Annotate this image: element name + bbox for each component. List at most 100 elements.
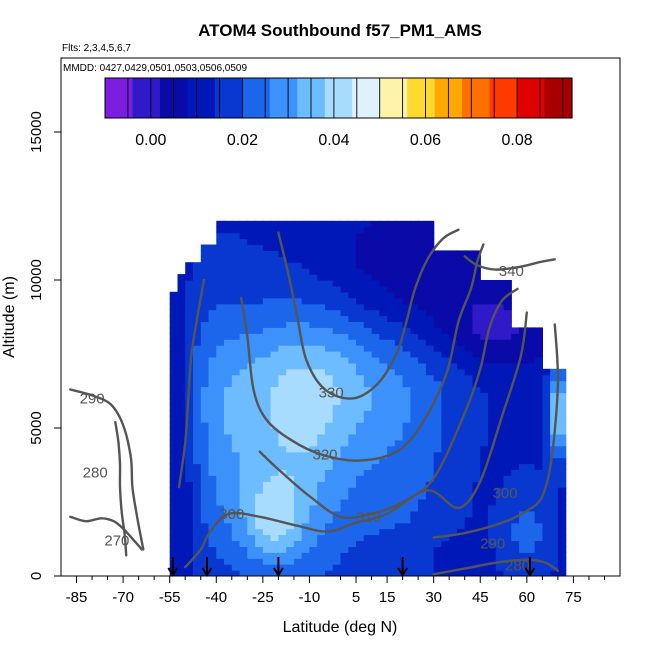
heatmap-cell [247, 238, 256, 246]
heatmap-cell [457, 570, 466, 576]
heatmap-cell [278, 439, 287, 447]
heatmap-cell [193, 505, 202, 512]
heatmap-cell [371, 297, 380, 305]
heatmap-cell [464, 487, 474, 494]
heatmap-cell [293, 244, 303, 251]
heatmap-cell [464, 351, 474, 358]
heatmap-cell [348, 540, 357, 547]
heatmap-cell [200, 428, 210, 435]
heatmap-cell [255, 262, 264, 269]
heatmap-cell [441, 564, 450, 571]
heatmap-cell [293, 516, 303, 524]
heatmap-cell [332, 333, 342, 340]
heatmap-cell [348, 481, 357, 488]
heatmap-cell [526, 528, 536, 536]
heatmap-cell [464, 368, 474, 376]
heatmap-cell [418, 451, 427, 459]
heatmap-cell [262, 303, 272, 311]
heatmap-cell [534, 380, 543, 388]
heatmap-cell [402, 386, 411, 394]
heatmap-cell [379, 487, 388, 494]
heatmap-cell [239, 493, 248, 500]
heatmap-cell [356, 552, 365, 559]
heatmap-cell [394, 392, 404, 399]
heatmap-cell [402, 528, 411, 536]
heatmap-cell [177, 386, 186, 394]
heatmap-cell [433, 297, 443, 305]
heatmap-cell [379, 262, 388, 269]
heatmap-cell [519, 428, 528, 435]
heatmap-cell [410, 315, 419, 322]
heatmap-cell [387, 226, 396, 234]
heatmap-cell [356, 238, 365, 246]
heatmap-cell [301, 546, 311, 553]
heatmap-cell [216, 463, 225, 470]
heatmap-cell [488, 339, 497, 346]
heatmap-cell [534, 374, 543, 382]
heatmap-cell [340, 552, 349, 559]
heatmap-cell [332, 386, 342, 394]
heatmap-cell [293, 433, 303, 441]
heatmap-cell [193, 451, 202, 459]
heatmap-cell [503, 445, 512, 453]
heatmap-cell [216, 303, 225, 311]
heatmap-cell [457, 445, 466, 453]
heatmap-cell [394, 558, 404, 565]
heatmap-cell [519, 327, 528, 334]
heatmap-cell [231, 558, 241, 565]
heatmap-cell [472, 398, 481, 405]
heatmap-cell [169, 362, 179, 370]
heatmap-cell [402, 333, 411, 340]
theta-contour-280 [432, 558, 560, 576]
heatmap-cell [270, 303, 279, 311]
heatmap-cell [542, 469, 551, 476]
heatmap-cell [433, 374, 443, 382]
heatmap-cell [286, 220, 295, 228]
heatmap-cell [526, 457, 536, 465]
heatmap-cell [356, 481, 365, 488]
theta-contour-300 [177, 278, 206, 489]
heatmap-cell [449, 457, 458, 465]
heatmap-cell [216, 232, 225, 240]
heatmap-cell [325, 428, 334, 435]
heatmap-cell [216, 362, 225, 370]
heatmap-cell [216, 445, 225, 453]
heatmap-cell [464, 516, 474, 524]
heatmap-cell [472, 309, 481, 317]
heatmap-cell [317, 351, 326, 358]
heatmap-cell [177, 392, 186, 399]
colorbar-swatch [331, 78, 340, 118]
heatmap-cell [325, 280, 334, 287]
heatmap-cell [410, 439, 419, 447]
heatmap-cell [402, 564, 411, 571]
heatmap-cell [348, 564, 357, 571]
heatmap-cell [348, 238, 357, 246]
heatmap-cell [425, 220, 435, 228]
heatmap-cell [332, 428, 342, 435]
heatmap-cell [208, 457, 217, 465]
heatmap-cell [247, 256, 256, 263]
heatmap-cell [542, 516, 551, 524]
heatmap-cell [503, 285, 512, 293]
heatmap-cell [185, 505, 194, 512]
heatmap-cell [534, 351, 543, 358]
heatmap-cell [325, 445, 334, 453]
heatmap-cell [309, 546, 318, 553]
heatmap-cell [534, 339, 543, 346]
heatmap-cell [262, 362, 272, 370]
heatmap-cell [208, 522, 217, 530]
heatmap-cell [169, 522, 179, 530]
heatmap-cell [325, 493, 334, 500]
heatmap-cell [270, 232, 279, 240]
heatmap-cell [255, 268, 264, 275]
heatmap-cell [371, 410, 380, 417]
heatmap-cell [387, 558, 396, 565]
colorbar-swatch [544, 78, 552, 118]
heatmap-cell [534, 327, 543, 334]
heatmap-cell [356, 226, 365, 234]
heatmap-cell [262, 238, 272, 246]
heatmap-cell [317, 540, 326, 547]
heatmap-cell [526, 386, 536, 394]
heatmap-cell [208, 528, 217, 536]
heatmap-cell [216, 238, 225, 246]
